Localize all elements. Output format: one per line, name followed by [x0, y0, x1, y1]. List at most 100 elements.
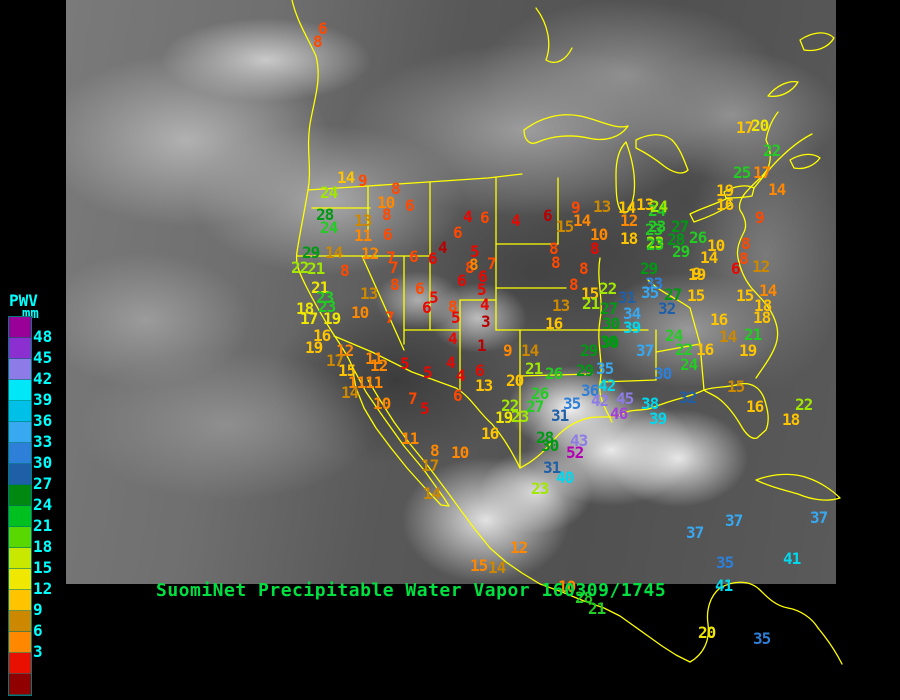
station-pwv-value: 6 — [478, 267, 488, 286]
legend-color-block — [9, 338, 31, 359]
legend-label: 15 — [33, 558, 53, 577]
station-pwv-value: 15 — [736, 286, 754, 305]
station-pwv-value: 6 — [405, 196, 415, 215]
station-pwv-value: 8 — [390, 275, 400, 294]
station-pwv-value: 8 — [739, 249, 749, 268]
station-pwv-value: 28 — [575, 588, 593, 607]
station-pwv-value: 26 — [689, 228, 707, 247]
legend-color-block — [9, 611, 31, 632]
station-pwv-value: 14 — [618, 198, 636, 217]
station-pwv-value: 14 — [337, 168, 355, 187]
image-caption: SuomiNet Precipitable Water Vapor 160309… — [156, 580, 667, 601]
station-pwv-value: 18 — [754, 296, 772, 315]
station-pwv-value: 15 — [470, 556, 488, 575]
station-pwv-value: 7 — [389, 258, 399, 277]
legend-label: 39 — [33, 390, 53, 409]
legend-label: 3 — [33, 642, 43, 661]
station-pwv-value: 6 — [318, 19, 328, 38]
station-pwv-value: 33 — [645, 274, 663, 293]
station-pwv-value: 24 — [320, 183, 338, 202]
station-pwv-value: 8 — [741, 234, 751, 253]
station-pwv-value: 52 — [566, 443, 584, 462]
station-pwv-value: 10 — [451, 443, 469, 462]
station-pwv-value: 8 — [569, 275, 579, 294]
legend-color-block — [9, 359, 31, 380]
station-pwv-value: 35 — [596, 359, 614, 378]
station-pwv-value: 21 — [588, 599, 606, 618]
station-pwv-value: 10 — [373, 394, 391, 413]
station-pwv-value: 19 — [739, 341, 757, 360]
station-pwv-value: 13 — [360, 284, 378, 303]
station-pwv-value: 4 — [463, 207, 473, 226]
station-pwv-value: 21 — [525, 359, 543, 378]
station-pwv-value: 22 — [501, 396, 519, 415]
station-pwv-value: 19 — [688, 265, 706, 284]
station-pwv-value: 35 — [641, 283, 659, 302]
station-pwv-value: 6 — [457, 271, 467, 290]
legend-color-block — [9, 422, 31, 443]
station-pwv-value: 30 — [602, 314, 620, 333]
station-pwv-value: 45 — [616, 389, 634, 408]
station-pwv-value: 15 — [687, 286, 705, 305]
station-pwv-value: 31 — [551, 406, 569, 425]
station-pwv-value: 4 — [446, 353, 456, 372]
station-pwv-value: 29 — [672, 242, 690, 261]
station-pwv-value: 22 — [795, 395, 813, 414]
legend-label: 18 — [33, 537, 53, 556]
station-pwv-value: 6 — [480, 208, 490, 227]
legend-color-block — [9, 380, 31, 401]
legend-label: 30 — [33, 453, 53, 472]
station-pwv-value: 15 — [727, 377, 745, 396]
station-pwv-value: 10 — [707, 236, 725, 255]
station-pwv-value: 16 — [481, 424, 499, 443]
legend-label: 6 — [33, 621, 43, 640]
station-pwv-value: 23 — [318, 297, 336, 316]
station-pwv-value: 34 — [623, 304, 641, 323]
station-pwv-value: 35 — [753, 629, 771, 648]
station-pwv-value: 16 — [746, 397, 764, 416]
station-pwv-value: 6 — [543, 206, 553, 225]
station-pwv-value: 17 — [326, 351, 344, 370]
legend-color-block — [9, 590, 31, 611]
station-pwv-value: 8 — [465, 258, 475, 277]
station-pwv-value: 29 — [576, 361, 594, 380]
station-pwv-value: 27 — [671, 217, 689, 236]
station-pwv-value: 8 — [448, 297, 458, 316]
station-pwv-value: 38 — [641, 394, 659, 413]
station-pwv-value: 17 — [421, 456, 439, 475]
station-pwv-value: 6 — [383, 225, 393, 244]
legend-label: 48 — [33, 327, 53, 346]
station-pwv-value: 16 — [696, 340, 714, 359]
station-pwv-value: 12 — [510, 538, 528, 557]
station-pwv-value: 39 — [649, 409, 667, 428]
legend-color-block — [9, 653, 31, 674]
legend-label: 33 — [33, 432, 53, 451]
station-pwv-value: 13 — [593, 197, 611, 216]
station-pwv-value: 10 — [558, 577, 576, 596]
station-pwv-value: 23 — [648, 217, 666, 236]
station-pwv-value: 19 — [495, 408, 513, 427]
station-pwv-value: 14 — [341, 383, 359, 402]
station-pwv-value: 9 — [358, 171, 368, 190]
station-pwv-value: 22 — [599, 279, 617, 298]
station-pwv-value: 9 — [503, 341, 513, 360]
station-pwv-value: 9 — [571, 198, 581, 217]
station-pwv-value: 6 — [453, 386, 463, 405]
legend-color-block — [9, 464, 31, 485]
station-pwv-value: 4 — [438, 238, 448, 257]
station-pwv-value: 7 — [487, 254, 497, 273]
station-pwv-value: 26 — [531, 384, 549, 403]
station-pwv-value: 27 — [664, 285, 682, 304]
station-pwv-value: 23 — [511, 407, 529, 426]
station-pwv-value: 42 — [591, 391, 609, 410]
station-pwv-value: 6 — [428, 249, 438, 268]
station-pwv-value: 16 — [545, 314, 563, 333]
station-pwv-value: 16 — [710, 310, 728, 329]
station-pwv-value: 15 — [556, 217, 574, 236]
station-pwv-value: 14 — [768, 180, 786, 199]
station-pwv-value: 8 — [579, 259, 589, 278]
station-pwv-value: 30 — [541, 436, 559, 455]
station-pwv-value: 12 — [336, 341, 354, 360]
legend-label: 45 — [33, 348, 53, 367]
station-pwv-value: 30 — [654, 364, 672, 383]
